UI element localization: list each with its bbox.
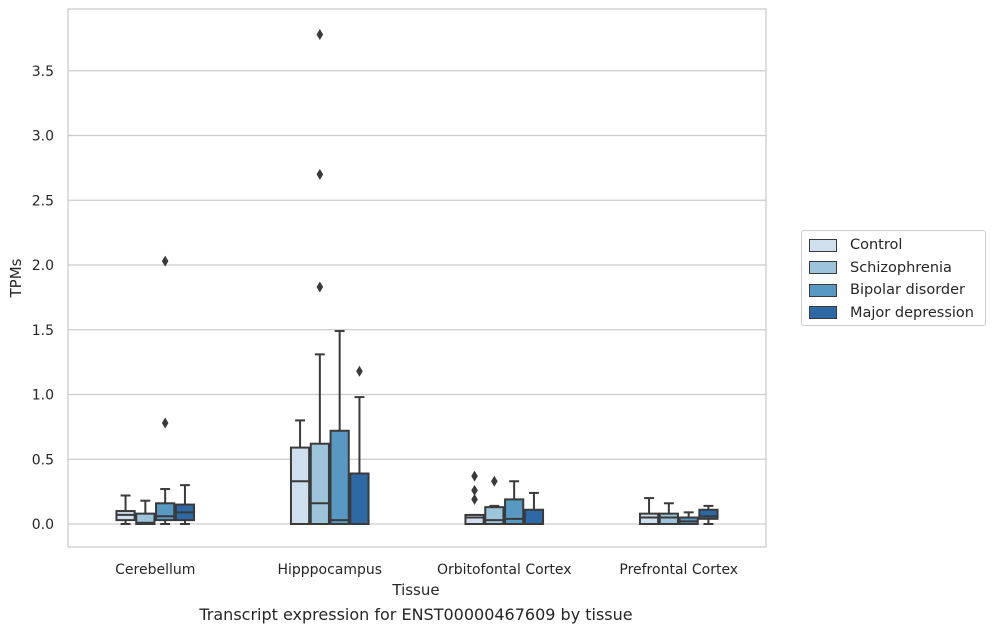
y-tick-label: 2.0 <box>32 258 54 274</box>
y-tick-label: 0.5 <box>32 452 54 468</box>
box-schizophrenia <box>135 499 156 526</box>
box-major-depression <box>523 491 545 526</box>
legend-item: Major depression <box>809 304 974 322</box>
outlier-point <box>471 470 478 482</box>
box-iqr <box>658 512 679 526</box>
outlier-point <box>356 365 363 377</box>
y-axis-label: TPMs <box>7 258 25 298</box>
legend-label: Major depression <box>850 304 974 321</box>
box-iqr <box>698 508 719 520</box>
box-bipolar-disorder <box>678 511 699 526</box>
outlier-point <box>316 28 324 40</box>
box-major-depression <box>174 484 196 525</box>
box-iqr <box>135 512 156 526</box>
box-iqr <box>289 446 311 525</box>
outlier-point <box>161 417 169 429</box>
outlier-point <box>471 484 478 496</box>
y-tick-label: 1.0 <box>32 388 54 404</box>
y-tick-label: 1.5 <box>32 323 54 339</box>
box-iqr <box>309 442 330 525</box>
plot-frame <box>67 8 767 548</box>
legend-item: Schizophrenia <box>809 259 952 277</box>
legend-label: Control <box>850 237 903 253</box>
x-tick-labels: Cerebellum Hipppocampus Orbitofontal Corte… <box>115 562 738 578</box>
outlier-point <box>161 255 169 267</box>
box-iqr <box>484 506 505 526</box>
legend-swatch <box>809 261 837 274</box>
x-tick-label: Orbitofontal Cortex <box>437 562 572 578</box>
box-iqr <box>349 472 370 525</box>
x-tick-label: Hipppocampus <box>277 562 382 578</box>
box-iqr <box>155 502 176 522</box>
box-schizophrenia <box>658 502 679 526</box>
box-iqr <box>638 512 660 526</box>
y-tick-label: 2.5 <box>32 193 54 209</box>
box-iqr <box>504 498 525 525</box>
box-bipolar-disorder <box>155 255 176 525</box>
outlier-point <box>316 168 324 180</box>
x-axis-label: Tissue <box>391 581 439 599</box>
x-tick-label: Prefrontal Cortex <box>619 562 738 578</box>
y-tick-label: 3.5 <box>32 64 54 80</box>
y-tick-labels: 0.0 0.5 1.0 1.5 2.0 2.5 3.0 3.5 <box>32 64 54 533</box>
y-tick-label: 3.0 <box>32 129 54 145</box>
figure-caption: Transcript expression for ENST0000046760… <box>199 605 633 624</box>
box-bipolar-disorder <box>329 330 350 526</box>
box-schizophrenia <box>484 475 505 526</box>
outlier-point <box>491 475 498 487</box>
box-major-depression <box>698 504 719 525</box>
legend-label: Schizophrenia <box>850 259 952 276</box>
x-tick-label: Cerebellum <box>115 562 195 578</box>
legend-swatch <box>809 283 837 297</box>
y-tick-label: 0.0 <box>32 517 54 533</box>
grid-lines <box>68 70 766 525</box>
outlier-point <box>471 493 478 505</box>
legend-swatch <box>809 238 837 252</box>
box-control <box>464 470 485 525</box>
plot-boxes <box>115 28 719 526</box>
box-iqr <box>523 508 545 526</box>
legend-swatch <box>809 306 837 319</box>
box-iqr <box>464 513 485 525</box>
box-control <box>115 494 136 525</box>
box-control <box>289 419 311 525</box>
legend-label: Bipolar disorder <box>850 282 965 298</box>
legend: Control Schizophrenia Bipolar disorder Majo… <box>801 230 986 326</box>
outlier-point <box>316 281 324 293</box>
box-control <box>638 497 660 526</box>
box-iqr <box>329 429 350 526</box>
legend-item: Control <box>809 236 902 254</box>
legend-item: Bipolar disorder <box>809 281 965 299</box>
box-bipolar-disorder <box>504 480 525 525</box>
box-major-depression <box>349 365 370 525</box>
box-schizophrenia <box>309 28 330 525</box>
